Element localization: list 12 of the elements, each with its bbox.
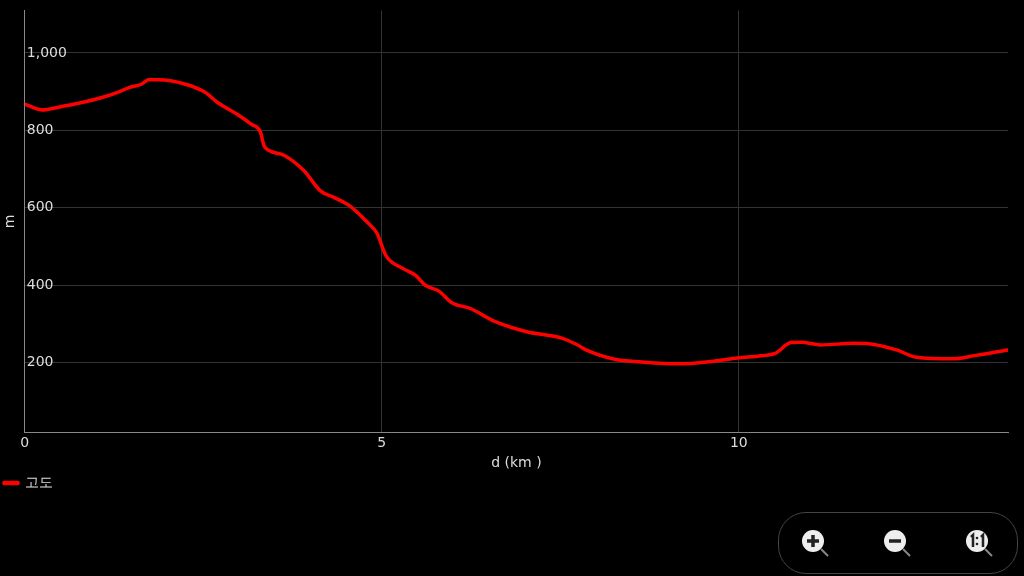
y-tick-label: 600 bbox=[26, 198, 54, 215]
y-axis-title: m bbox=[1, 214, 18, 229]
y-tick-label: 800 bbox=[26, 121, 54, 138]
line-series bbox=[24, 77, 1008, 366]
x-tick-label: 5 bbox=[377, 434, 387, 451]
y-tick-label: 1,000 bbox=[26, 43, 67, 60]
x-tick-label: 0 bbox=[20, 434, 30, 451]
y-tick-label: 400 bbox=[26, 275, 54, 292]
x-axis-title: d (km ) bbox=[491, 454, 542, 471]
y-tick-label: 200 bbox=[26, 353, 54, 370]
legend-label: 고도 bbox=[25, 473, 53, 490]
x-tick-label: 10 bbox=[729, 434, 748, 451]
